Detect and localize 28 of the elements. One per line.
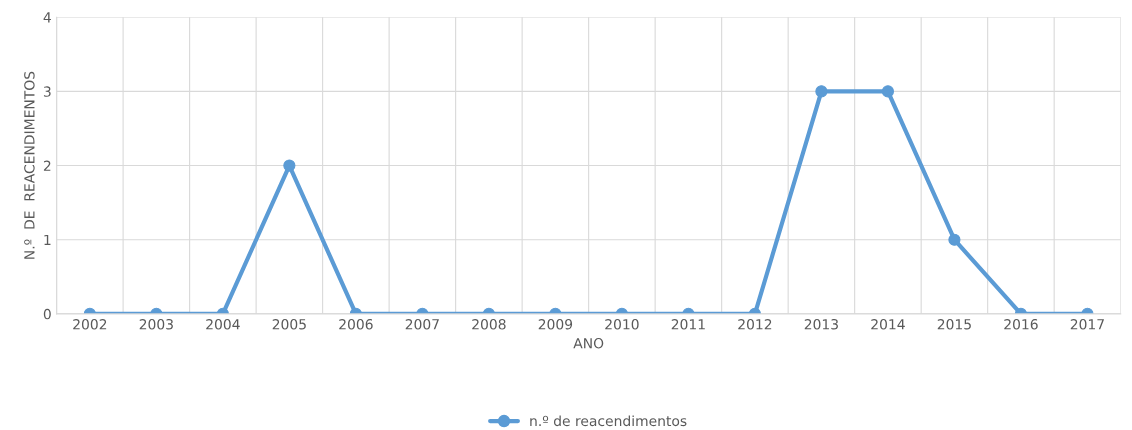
legend-label: n.º de reacendimentos [530,415,687,427]
x-tick-label: 2012 [738,319,772,330]
x-tick-label: 2002 [73,319,107,330]
y-tick-label: 2 [43,160,51,171]
x-tick-label: 2011 [671,319,705,330]
x-tick-label: 2010 [605,319,639,330]
x-tick-label: 2009 [538,319,573,330]
x-tick-label: 2013 [804,319,838,330]
point [815,85,828,98]
point [283,159,296,172]
y-tick-label: 1 [44,234,51,245]
point [881,85,894,98]
x-tick-label: 2005 [272,319,306,330]
x-tick-label: 2006 [339,319,373,330]
x-tick-label: 2015 [937,319,971,330]
x-tick-label: 2008 [472,319,506,330]
x-tick-label: 2003 [139,319,173,330]
x-axis-title: ANO [573,338,604,349]
x-tick-label: 2017 [1070,319,1104,330]
y-tick-label: 4 [43,12,51,23]
x-tick-label: 2016 [1004,319,1038,330]
y-tick-label: 3 [43,86,51,97]
x-tick-label: 2014 [871,319,905,330]
x-tick-label: 2004 [206,319,240,330]
y-axis-title: N.º DE REACENDIMENTOS [24,71,35,259]
y-tick-label: 0 [43,308,51,320]
point [948,233,961,246]
x-tick-label: 2007 [405,319,439,330]
